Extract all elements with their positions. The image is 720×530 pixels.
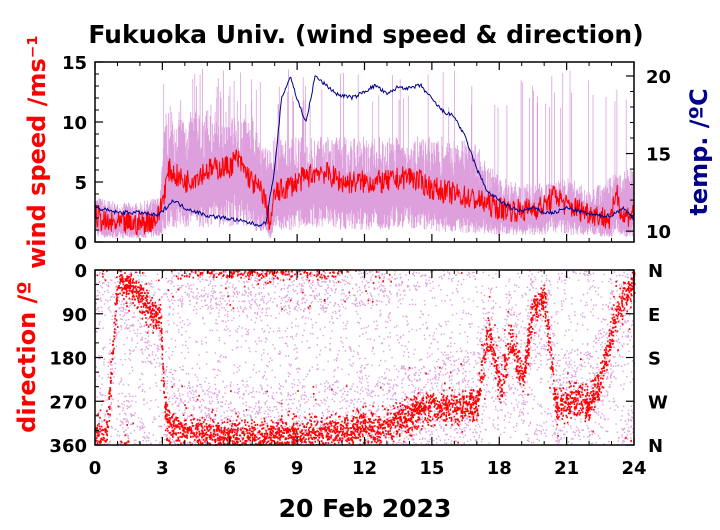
x-tick-label: 12 xyxy=(352,458,377,479)
mean-speed-line xyxy=(94,149,635,236)
x-tick-label: 0 xyxy=(89,458,102,479)
temp-y-tick-label: 10 xyxy=(646,222,671,243)
temperature-series xyxy=(94,75,635,228)
speed-mean-series xyxy=(94,149,635,236)
speed-y-tick-label: 10 xyxy=(62,113,87,134)
x-tick-label: 24 xyxy=(621,458,646,479)
compass-tick-label: N xyxy=(648,436,663,457)
direction-panel: 0 90 180 270 360 N E S W N 0 3 6 9 12 15 18 21 24 xyxy=(49,261,668,479)
temperature-line xyxy=(94,75,635,228)
compass-tick-label: W xyxy=(648,392,668,413)
x-tick-label: 9 xyxy=(291,458,304,479)
direction-axis-label: direction /º xyxy=(13,281,41,433)
x-tick-label: 3 xyxy=(156,458,169,479)
compass-tick-label: N xyxy=(648,261,663,282)
speed-y-tick-label: 15 xyxy=(62,53,87,74)
temp-y-tick-label: 20 xyxy=(646,67,671,88)
direction-mean-series xyxy=(95,269,636,446)
chart-title: Fukuoka Univ. (wind speed & direction) xyxy=(88,20,643,49)
compass-tick-label: E xyxy=(648,305,660,326)
x-axis-label: 20 Feb 2023 xyxy=(279,494,452,523)
temperature-axis-label: temp. /ºC xyxy=(685,88,713,215)
dir-y-tick-label: 360 xyxy=(49,436,87,457)
x-tick-label: 21 xyxy=(554,458,579,479)
speed-axis-label: wind speed /ms⁻¹ xyxy=(23,35,51,269)
speed-y-tick-label: 5 xyxy=(74,173,87,194)
speed-panel: 0 5 10 15 10 15 20 xyxy=(62,53,671,254)
direction-mean-dots xyxy=(95,269,636,446)
speed-y-tick-label: 0 xyxy=(74,233,87,254)
dir-y-tick-label: 180 xyxy=(49,349,87,370)
compass-tick-label: S xyxy=(648,349,661,370)
temp-y-tick-label: 15 xyxy=(646,145,671,166)
x-tick-label: 6 xyxy=(223,458,236,479)
dir-y-tick-label: 270 xyxy=(49,392,87,413)
x-tick-label: 15 xyxy=(419,458,444,479)
dir-y-tick-label: 0 xyxy=(74,261,87,282)
dir-y-tick-label: 90 xyxy=(62,305,87,326)
x-tick-label: 18 xyxy=(487,458,512,479)
